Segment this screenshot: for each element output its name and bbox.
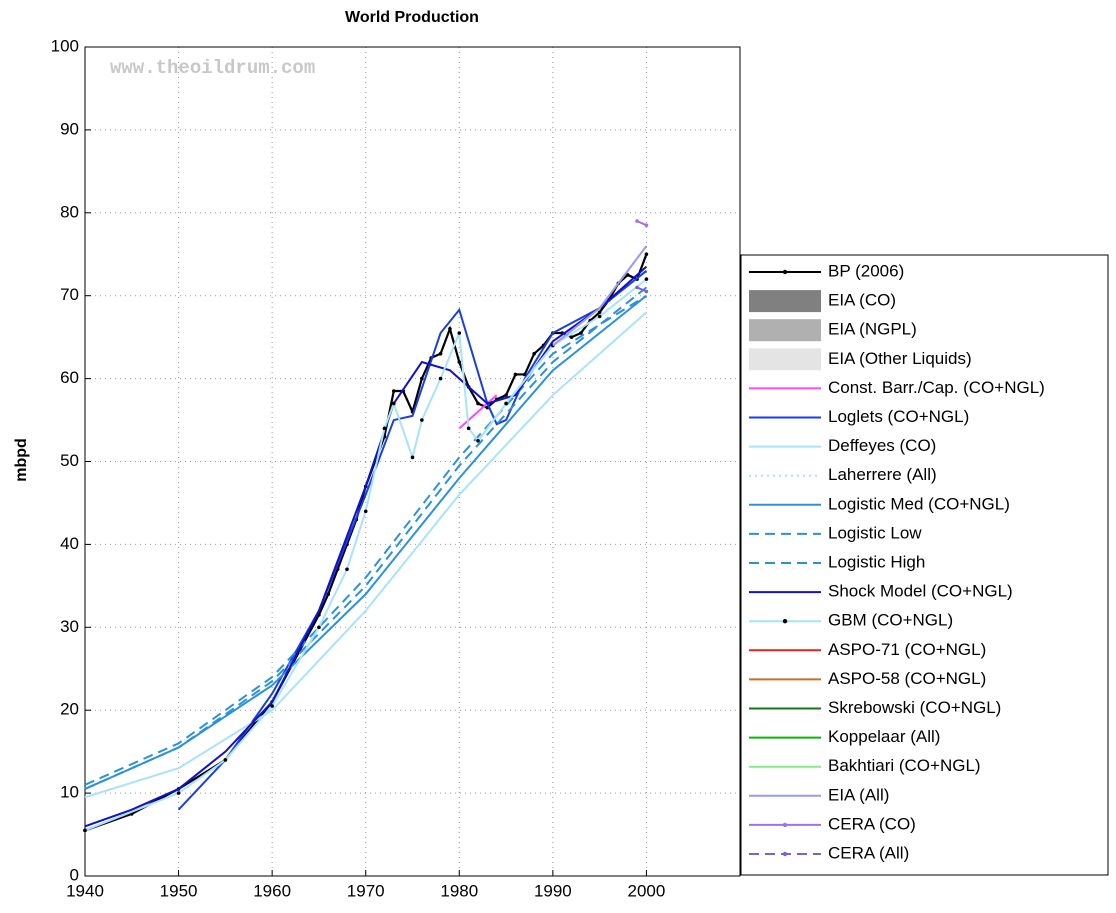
x-tick-label: 1980 bbox=[440, 881, 478, 900]
series-marker bbox=[391, 389, 396, 393]
series-marker bbox=[644, 252, 649, 257]
legend-label: Deffeyes (CO) bbox=[828, 436, 936, 455]
legend-label: EIA (All) bbox=[828, 785, 889, 804]
series-marker bbox=[625, 273, 630, 277]
x-tick-label: 1940 bbox=[66, 881, 104, 900]
series-line bbox=[84, 294, 647, 786]
series-marker bbox=[513, 372, 518, 377]
series-marker bbox=[317, 625, 321, 630]
y-axis-label: mbpd bbox=[13, 438, 30, 482]
legend-label: EIA (Other Liquids) bbox=[828, 349, 972, 368]
legend-label: Bakhtiari (CO+NGL) bbox=[828, 756, 981, 775]
legend-swatch bbox=[749, 348, 821, 371]
series-marker bbox=[644, 223, 649, 228]
series-line bbox=[84, 311, 648, 799]
series-line bbox=[552, 245, 648, 347]
series-marker bbox=[438, 351, 443, 356]
series-marker bbox=[83, 828, 87, 833]
y-tick-label: 20 bbox=[60, 700, 79, 719]
x-tick-label: 1970 bbox=[347, 881, 385, 900]
x-tick-label: 1960 bbox=[253, 881, 291, 900]
series-marker bbox=[270, 704, 274, 708]
legend-label: CERA (CO) bbox=[828, 814, 916, 833]
legend-swatch bbox=[749, 290, 821, 313]
series-line bbox=[84, 286, 648, 790]
plot-frame bbox=[84, 46, 741, 877]
legend-label: GBM (CO+NGL) bbox=[828, 611, 953, 630]
y-tick-label: 40 bbox=[60, 534, 79, 553]
legend-label: EIA (NGPL) bbox=[828, 320, 917, 339]
legend-label: Logistic High bbox=[828, 552, 925, 571]
legend-marker bbox=[782, 619, 788, 624]
legend-label: ASPO-71 (CO+NGL) bbox=[828, 640, 986, 659]
legend-label: Loglets (CO+NGL) bbox=[828, 407, 969, 426]
series-marker bbox=[457, 360, 462, 364]
series-marker bbox=[420, 376, 424, 381]
y-tick-label: 70 bbox=[60, 285, 79, 304]
series-marker bbox=[466, 426, 471, 431]
series-line bbox=[458, 394, 498, 430]
series-marker bbox=[326, 592, 331, 596]
series-marker bbox=[476, 438, 480, 443]
legend-marker bbox=[782, 822, 788, 828]
series-marker bbox=[597, 314, 602, 319]
x-tick-label: 2000 bbox=[628, 881, 666, 900]
legend-label: Logistic Med (CO+NGL) bbox=[828, 494, 1010, 513]
legend-label: CERA (All) bbox=[828, 843, 909, 862]
legend-label: ASPO-58 (CO+NGL) bbox=[828, 669, 986, 688]
series-marker bbox=[644, 289, 649, 294]
legend-label: EIA (CO) bbox=[828, 291, 896, 310]
series-marker bbox=[532, 351, 536, 356]
y-tick-label: 0 bbox=[70, 865, 79, 884]
y-tick-label: 30 bbox=[60, 617, 79, 636]
legend-label: Koppelaar (All) bbox=[828, 727, 940, 746]
series-marker bbox=[223, 758, 228, 762]
series-marker bbox=[644, 277, 649, 281]
y-tick-label: 90 bbox=[60, 119, 79, 138]
series-marker bbox=[504, 401, 508, 406]
legend-label: Laherrere (All) bbox=[828, 465, 937, 484]
series-marker bbox=[391, 401, 396, 406]
legend-marker bbox=[782, 851, 788, 857]
legend-label: Logistic Low bbox=[828, 523, 922, 542]
series-line bbox=[177, 270, 648, 811]
series-marker bbox=[476, 401, 480, 406]
x-tick-label: 1950 bbox=[160, 881, 198, 900]
series-marker bbox=[438, 376, 443, 381]
y-tick-label: 50 bbox=[60, 451, 79, 470]
series-marker bbox=[382, 426, 387, 431]
series-marker bbox=[457, 331, 462, 335]
series-marker bbox=[569, 335, 574, 339]
series-marker bbox=[504, 393, 508, 397]
legend-label: Skrebowski (CO+NGL) bbox=[828, 698, 1001, 717]
series-marker bbox=[579, 331, 583, 335]
legend-label: Const. Barr./Cap. (CO+NGL) bbox=[828, 378, 1045, 397]
chart-title: World Production bbox=[345, 9, 479, 26]
series-marker bbox=[176, 791, 181, 795]
series-marker bbox=[597, 310, 602, 315]
y-tick-label: 60 bbox=[60, 368, 79, 387]
y-tick-label: 10 bbox=[60, 783, 79, 802]
legend-label: Shock Model (CO+NGL) bbox=[828, 582, 1013, 601]
series-marker bbox=[420, 418, 424, 422]
y-tick-label: 100 bbox=[51, 36, 79, 55]
series-marker bbox=[448, 327, 452, 331]
series-marker bbox=[635, 285, 639, 290]
legend: BP (2006) EIA (CO) EIA (NGPL) EIA (Other Li… bbox=[740, 254, 1109, 876]
legend-marker bbox=[782, 269, 788, 275]
series-marker bbox=[635, 219, 639, 223]
legend-swatch bbox=[749, 319, 821, 342]
watermark: www.theoildrum.com bbox=[110, 57, 315, 79]
legend-label: BP (2006) bbox=[828, 261, 904, 280]
series-marker bbox=[363, 509, 368, 514]
series-marker bbox=[345, 567, 349, 572]
x-tick-label: 1990 bbox=[534, 881, 572, 900]
series-marker bbox=[410, 455, 415, 460]
y-tick-label: 80 bbox=[60, 202, 79, 221]
